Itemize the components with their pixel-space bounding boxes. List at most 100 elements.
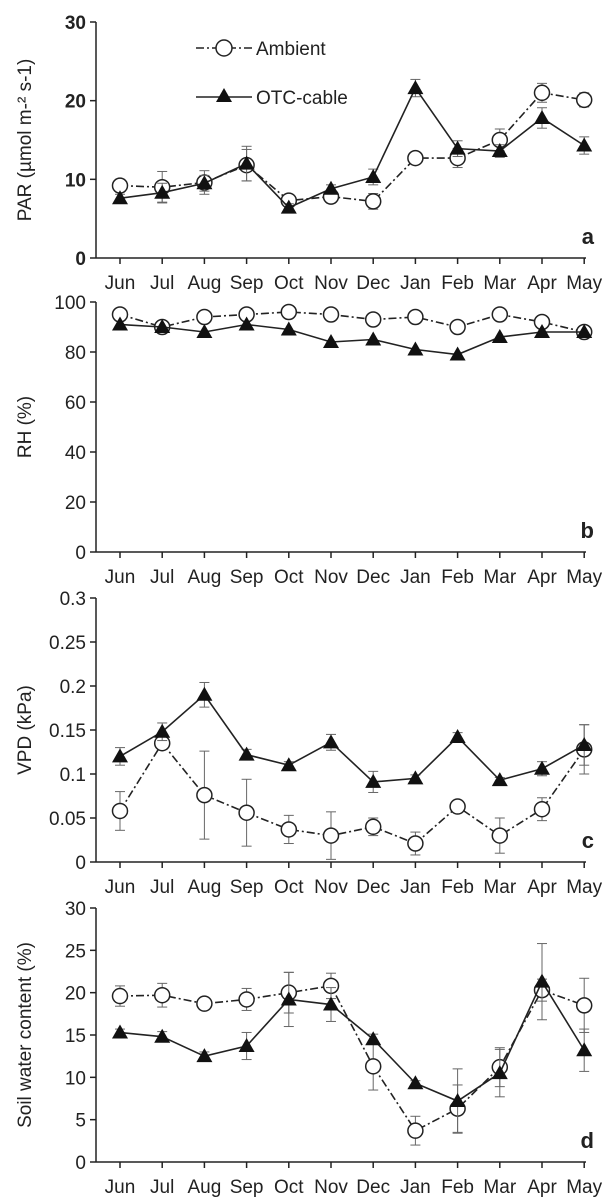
x-tick-label: Jun	[105, 877, 136, 898]
y-tick-label: 0	[75, 249, 86, 270]
x-tick-label: Jul	[150, 1177, 174, 1198]
y-tick-label: 25	[65, 941, 86, 962]
series-otc-cable	[112, 944, 592, 1134]
panel-c: 0 0.05 0.1 0.15 0.2 0.25 0.3 Jun Jul Aug Sep Oct Nov…	[15, 589, 603, 898]
x-tick-label: Nov	[314, 273, 348, 294]
x-tick-label: May	[566, 1177, 602, 1198]
y-axis-label: Soil water content (%)	[15, 942, 36, 1128]
y-tick-label: 80	[65, 343, 86, 364]
series-line	[120, 986, 584, 1131]
x-tick-label: Sep	[230, 877, 264, 898]
y-axis-label: RH (%)	[15, 396, 36, 458]
y-tick-label: 60	[65, 393, 86, 414]
x-tick-label: Feb	[441, 877, 474, 898]
y-axis-label: PAR (µmol m-² s-1)	[15, 59, 36, 222]
y-tick-label: 5	[75, 1111, 86, 1132]
panel-letter: d	[581, 1128, 594, 1153]
x-tick-label: Mar	[483, 273, 516, 294]
data-point-ambient	[239, 992, 254, 1007]
series-line	[120, 325, 584, 355]
chart-panels: 0102030Jun Jul Aug Sep Oct Nov Dec Jan Feb Mar Apr…	[15, 13, 603, 1198]
legend-otc-marker	[216, 88, 232, 102]
series-otc-cable	[112, 79, 592, 213]
series-line	[120, 982, 584, 1101]
panel-letter: c	[582, 828, 594, 853]
series-ambient	[113, 83, 592, 209]
data-point-otc-cable	[323, 734, 339, 748]
data-point-otc-cable	[365, 332, 381, 346]
data-point-otc-cable	[365, 1031, 381, 1045]
x-tick-label: Dec	[356, 1177, 390, 1198]
y-tick-label: 0.2	[60, 677, 86, 698]
data-point-ambient	[366, 1059, 381, 1074]
x-tick-label: Jan	[400, 567, 431, 588]
panel-d: 0 5 10 15 20 25 30 Jun Jul Aug Sep Oct Nov Dec Jan Feb M…	[15, 899, 603, 1198]
x-tick-label: Dec	[356, 273, 390, 294]
x-tick-label: Sep	[230, 1177, 264, 1198]
series-line	[120, 695, 584, 782]
x-tick-label: Oct	[274, 567, 304, 588]
x-tick-label: May	[566, 273, 602, 294]
legend-ambient-marker	[216, 40, 232, 56]
x-tick-label: Dec	[356, 567, 390, 588]
data-point-ambient	[366, 819, 381, 834]
x-tick-label: Jun	[105, 1177, 136, 1198]
data-point-ambient	[239, 805, 254, 820]
legend-otc-label: OTC-cable	[256, 88, 348, 109]
x-tick-label: Aug	[187, 567, 221, 588]
data-point-ambient	[197, 996, 212, 1011]
x-tick-label: Aug	[187, 273, 221, 294]
series-ambient	[113, 972, 592, 1145]
panel-letter: b	[581, 518, 594, 543]
y-axis-label: VPD (kPa)	[15, 685, 36, 775]
y-tick-label: 0.1	[60, 765, 86, 786]
x-tick-label: Aug	[187, 877, 221, 898]
x-tick-label: Jun	[105, 273, 136, 294]
x-tick-label: Apr	[527, 1177, 557, 1198]
data-point-ambient	[324, 828, 339, 843]
x-tick-label: May	[566, 567, 602, 588]
x-tick-label: Feb	[441, 567, 474, 588]
series-line	[120, 93, 584, 202]
data-point-ambient	[281, 305, 296, 320]
x-tick-label: Sep	[230, 273, 264, 294]
data-point-otc-cable	[407, 80, 423, 94]
y-tick-label: 0	[75, 1153, 86, 1174]
legend-ambient-label: Ambient	[256, 39, 326, 60]
data-point-otc-cable	[112, 748, 128, 762]
data-point-ambient	[408, 836, 423, 851]
y-tick-label: 10	[65, 170, 86, 191]
x-tick-label: Feb	[441, 1177, 474, 1198]
data-point-otc-cable	[450, 729, 466, 743]
data-point-ambient	[324, 307, 339, 322]
data-point-ambient	[366, 194, 381, 209]
x-tick-label: Nov	[314, 877, 348, 898]
panel-letter: a	[582, 224, 595, 249]
x-tick-label: Oct	[274, 877, 304, 898]
x-tick-label: Mar	[483, 877, 516, 898]
data-point-ambient	[197, 788, 212, 803]
y-tick-label: 0.3	[60, 589, 86, 610]
data-point-ambient	[535, 802, 550, 817]
data-point-otc-cable	[239, 747, 255, 761]
data-point-ambient	[492, 828, 507, 843]
series-line	[120, 88, 584, 208]
x-tick-label: Jan	[400, 877, 431, 898]
panel-b: 0 20 40 60 80 100 Jun Jul Aug Sep Oct Nov Dec Jan Feb M…	[15, 293, 603, 588]
x-tick-label: Nov	[314, 567, 348, 588]
x-tick-label: Oct	[274, 1177, 304, 1198]
data-point-ambient	[492, 307, 507, 322]
data-point-otc-cable	[534, 110, 550, 124]
series-line	[120, 743, 584, 843]
x-tick-label: Nov	[314, 1177, 348, 1198]
data-point-ambient	[366, 312, 381, 327]
series-otc-cable	[112, 317, 592, 361]
x-tick-label: Apr	[527, 877, 557, 898]
data-point-ambient	[197, 310, 212, 325]
x-tick-label: Mar	[483, 1177, 516, 1198]
x-tick-label: Jan	[400, 1177, 431, 1198]
x-tick-label: Oct	[274, 273, 304, 294]
x-tick-label: Jul	[150, 567, 174, 588]
data-point-ambient	[408, 310, 423, 325]
